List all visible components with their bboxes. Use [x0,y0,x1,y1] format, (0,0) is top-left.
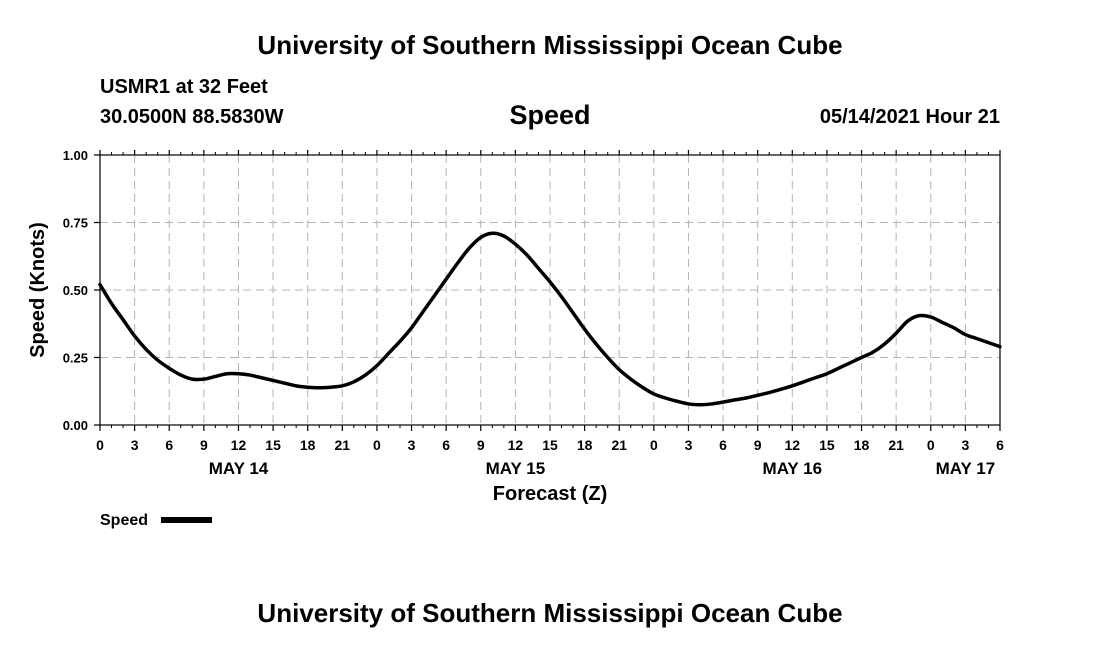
x-tick-label: 18 [300,437,316,453]
x-axis-label: Forecast (Z) [493,483,607,505]
x-tick-label: 0 [96,437,104,453]
coordinates-label: 30.0500N 88.5830W [100,106,284,128]
x-tick-label: 0 [927,437,935,453]
date-label: MAY 16 [763,459,823,478]
header-title: University of Southern Mississippi Ocean… [257,30,843,60]
x-tick-label: 15 [819,437,835,453]
x-tick-label: 12 [785,437,801,453]
x-tick-label: 15 [542,437,558,453]
date-label: MAY 17 [936,459,996,478]
x-tick-label: 18 [854,437,870,453]
x-tick-label: 3 [685,437,693,453]
legend-swatch [161,517,212,523]
x-tick-label: 0 [650,437,658,453]
x-tick-label: 9 [477,437,485,453]
x-tick-label: 15 [265,437,281,453]
footer-title: University of Southern Mississippi Ocean… [257,598,843,628]
forecast-datetime: 05/14/2021 Hour 21 [819,106,1000,128]
x-tick-label: 3 [408,437,416,453]
label-layer: 0.00 0.25 0.50 0.75 1.00 0 3 6 9 12 15 18 21 0 3 6 9 12 15… [63,148,1004,478]
y-axis-label: Speed (Knots) [27,222,49,358]
x-tick-label: 21 [335,437,351,453]
y-tick-label: 0.50 [63,283,88,298]
x-tick-label: 12 [508,437,524,453]
x-tick-label: 3 [131,437,139,453]
x-tick-label: 6 [442,437,450,453]
y-tick-label: 1.00 [63,148,88,163]
x-tick-label: 3 [961,437,969,453]
x-tick-label: 21 [888,437,904,453]
x-tick-label: 9 [754,437,762,453]
y-tick-label: 0.75 [63,216,88,231]
date-label: MAY 15 [486,459,546,478]
x-tick-label: 21 [611,437,627,453]
speed-series-line [98,231,1002,407]
y-tick-label: 0.25 [63,351,88,366]
x-tick-label: 6 [996,437,1004,453]
station-label: USMR1 at 32 Feet [100,76,268,98]
x-tick-label: 6 [165,437,173,453]
x-tick-label: 9 [200,437,208,453]
grid-layer [100,155,1000,425]
x-tick-label: 18 [577,437,593,453]
x-tick-label: 12 [231,437,247,453]
tick-layer [94,150,1001,431]
x-tick-label: 6 [719,437,727,453]
y-tick-label: 0.00 [63,418,88,433]
legend-label: Speed [100,512,148,529]
date-label: MAY 14 [209,459,269,478]
x-tick-label: 0 [373,437,381,453]
chart-title: Speed [509,100,591,130]
